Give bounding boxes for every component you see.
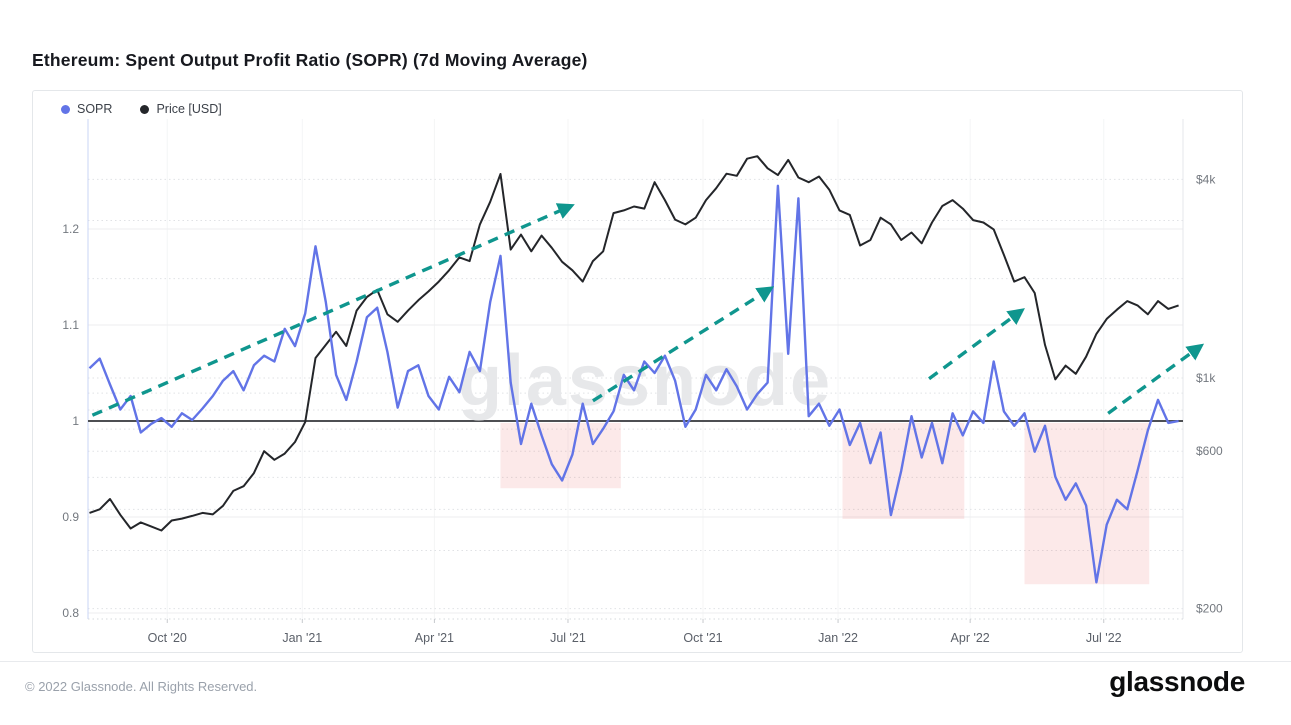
x-tick-label: Oct '21 (683, 631, 722, 645)
price-line (89, 155, 1179, 532)
legend-label-price: Price [USD] (156, 102, 222, 116)
x-tick-label: Jan '22 (818, 631, 858, 645)
y-left-tick-label: 1 (72, 414, 79, 428)
y-right-tick-label: $4k (1196, 172, 1216, 186)
chart-card: SOPR Price [USD] glassnode 0.8 0.9 1 1.1 1.2 $… (32, 90, 1243, 653)
y-left-tick-label: 0.8 (62, 606, 79, 620)
trend-arrow (91, 203, 575, 417)
x-tick-label: Jul '21 (550, 631, 586, 645)
loss-region-highlight (842, 422, 965, 519)
y-right-tick-label: $200 (1196, 602, 1223, 616)
y-right-tick-label: $600 (1196, 444, 1223, 458)
legend-item-sopr[interactable]: SOPR (61, 102, 112, 116)
vertical-gridlines (166, 119, 1105, 619)
legend-item-price[interactable]: Price [USD] (140, 102, 222, 116)
x-tick-label: Oct '20 (148, 631, 187, 645)
legend-label-sopr: SOPR (77, 102, 113, 116)
sopr-legend-dot-icon (61, 104, 70, 114)
x-axis-labels: Oct '20 Jan '21 Apr '21 Jul '21 Oct '21 Jan '… (148, 631, 1122, 645)
trend-arrow (928, 308, 1025, 381)
x-tick-label: Jul '22 (1086, 631, 1122, 645)
legend: SOPR Price [USD] (61, 102, 222, 116)
y-left-tick-label: 1.2 (62, 222, 79, 236)
x-tick-label: Apr '22 (951, 631, 990, 645)
y-left-tick-label: 1.1 (62, 318, 79, 332)
loss-region-highlights (500, 422, 1150, 585)
y-left-labels: 0.8 0.9 1 1.1 1.2 (62, 222, 79, 620)
trend-arrow (1107, 343, 1205, 415)
price-legend-dot-icon (140, 104, 150, 114)
x-tick-label: Apr '21 (415, 631, 454, 645)
y-right-labels: $200 $600 $1k $4k (1196, 172, 1223, 615)
y-left-tick-label: 0.9 (62, 510, 79, 524)
loss-region-highlight (1024, 422, 1150, 585)
page-title: Ethereum: Spent Output Profit Ratio (SOP… (32, 49, 588, 70)
sopr-line (88, 184, 1179, 584)
trend-arrows (91, 203, 1205, 417)
glassnode-logo: glassnode (1109, 666, 1245, 697)
y-right-tick-label: $1k (1196, 371, 1216, 385)
footer-divider (0, 661, 1291, 662)
x-tick-label: Jan '21 (282, 631, 322, 645)
chart-plot-area[interactable]: glassnode0.80.911.11.2$200$600$1k$4kOct … (33, 91, 1242, 652)
copyright-text: © 2022 Glassnode. All Rights Reserved. (25, 679, 258, 694)
